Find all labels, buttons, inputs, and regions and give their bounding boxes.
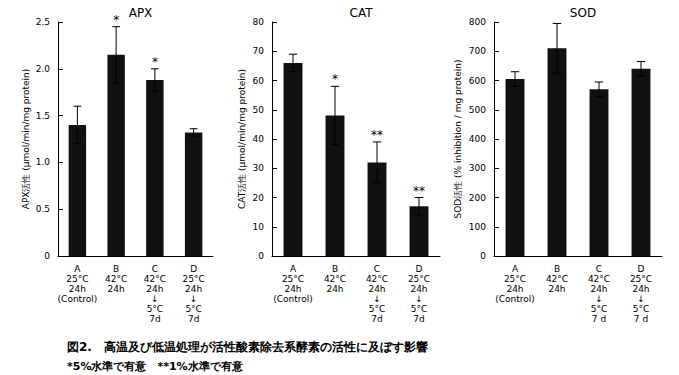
svg-text:24h: 24h [108, 284, 125, 294]
svg-text:24h: 24h [326, 284, 343, 294]
svg-text:500: 500 [469, 105, 486, 115]
svg-text:2.5: 2.5 [36, 17, 50, 27]
svg-text:CAT: CAT [350, 6, 374, 20]
svg-text:5°C: 5°C [369, 304, 386, 314]
svg-text:D: D [416, 264, 423, 274]
svg-text:D: D [190, 264, 197, 274]
svg-text:B: B [332, 264, 338, 274]
svg-text:*: * [113, 13, 119, 27]
svg-text:図2. 高温及び低温処理が活性酸素除去系酵素の活性に及ぼす影: 図2. 高温及び低温処理が活性酸素除去系酵素の活性に及ぼす影響 [67, 340, 428, 354]
svg-text:CAT活性 (μmol/min/mg protein): CAT活性 (μmol/min/mg protein) [237, 69, 247, 209]
svg-text:B: B [113, 264, 119, 274]
svg-text:24h: 24h [146, 284, 163, 294]
svg-text:*: * [332, 72, 338, 86]
svg-text:7d: 7d [188, 314, 199, 324]
svg-text:700: 700 [469, 46, 486, 56]
svg-text:5°C: 5°C [147, 304, 164, 314]
svg-text:24h: 24h [590, 284, 607, 294]
svg-text:C: C [596, 264, 602, 274]
svg-text:42°C: 42°C [324, 274, 346, 284]
svg-text:600: 600 [469, 76, 486, 86]
svg-text:0: 0 [258, 251, 264, 261]
svg-text:7 d: 7 d [634, 314, 648, 324]
svg-text:42°C: 42°C [144, 274, 166, 284]
svg-text:24h: 24h [506, 284, 523, 294]
svg-text:30: 30 [253, 163, 265, 173]
svg-text:25°C: 25°C [183, 274, 205, 284]
svg-text:2.0: 2.0 [36, 64, 51, 74]
svg-text:42°C: 42°C [105, 274, 127, 284]
svg-text:80: 80 [253, 17, 265, 27]
svg-text:(Control): (Control) [273, 294, 313, 304]
svg-text:5°C: 5°C [633, 304, 650, 314]
svg-text:APX活性 (μmol/min/mg protein): APX活性 (μmol/min/mg protein) [21, 69, 31, 210]
svg-text:100: 100 [469, 222, 486, 232]
svg-text:↓: ↓ [637, 294, 645, 304]
svg-text:A: A [74, 264, 81, 274]
svg-text:0: 0 [44, 251, 50, 261]
svg-text:(Control): (Control) [58, 294, 98, 304]
svg-text:↓: ↓ [151, 294, 159, 304]
svg-text:7d: 7d [413, 314, 424, 324]
svg-text:**: ** [413, 184, 425, 198]
svg-text:25°C: 25°C [282, 274, 304, 284]
svg-text:20: 20 [253, 193, 265, 203]
svg-text:*5%水準で有意 **1%水準で有意: *5%水準で有意 **1%水準で有意 [67, 360, 244, 373]
svg-text:↓: ↓ [190, 294, 198, 304]
svg-text:10: 10 [253, 222, 265, 232]
svg-text:1.5: 1.5 [36, 111, 50, 121]
svg-text:5°C: 5°C [411, 304, 428, 314]
svg-text:70: 70 [253, 46, 265, 56]
svg-text:400: 400 [469, 134, 486, 144]
svg-text:(Control): (Control) [495, 294, 535, 304]
svg-text:24h: 24h [410, 284, 427, 294]
svg-text:C: C [374, 264, 380, 274]
svg-text:40: 40 [253, 134, 265, 144]
svg-text:800: 800 [469, 17, 486, 27]
svg-text:5°C: 5°C [591, 304, 608, 314]
svg-text:300: 300 [469, 163, 486, 173]
svg-text:A: A [290, 264, 297, 274]
svg-text:7d: 7d [371, 314, 382, 324]
svg-text:D: D [638, 264, 645, 274]
svg-text:25°C: 25°C [408, 274, 430, 284]
svg-text:24h: 24h [185, 284, 202, 294]
svg-text:24h: 24h [548, 284, 565, 294]
svg-text:SOD活性 (% inhibition / mg prote: SOD活性 (% inhibition / mg protein) [453, 60, 463, 219]
svg-text:25°C: 25°C [66, 274, 88, 284]
svg-text:0.5: 0.5 [36, 204, 50, 214]
svg-text:42°C: 42°C [366, 274, 388, 284]
svg-text:**: ** [371, 128, 383, 142]
svg-text:42°C: 42°C [588, 274, 610, 284]
svg-text:200: 200 [469, 193, 486, 203]
svg-text:0: 0 [480, 251, 486, 261]
svg-text:↓: ↓ [415, 294, 423, 304]
svg-text:1.0: 1.0 [36, 157, 51, 167]
svg-text:25°C: 25°C [504, 274, 526, 284]
svg-text:60: 60 [253, 76, 265, 86]
svg-text:24h: 24h [368, 284, 385, 294]
svg-text:50: 50 [253, 105, 265, 115]
svg-text:7d: 7d [149, 314, 160, 324]
svg-text:↓: ↓ [373, 294, 381, 304]
svg-text:B: B [554, 264, 560, 274]
svg-text:24h: 24h [284, 284, 301, 294]
svg-text:↓: ↓ [595, 294, 603, 304]
svg-text:SOD: SOD [570, 6, 596, 20]
svg-text:42°C: 42°C [546, 274, 568, 284]
svg-text:24h: 24h [69, 284, 86, 294]
svg-text:*: * [152, 55, 158, 69]
svg-text:7 d: 7 d [592, 314, 606, 324]
svg-text:25°C: 25°C [630, 274, 652, 284]
svg-text:5°C: 5°C [185, 304, 202, 314]
svg-text:24h: 24h [632, 284, 649, 294]
svg-text:A: A [512, 264, 519, 274]
svg-text:APX: APX [129, 6, 153, 20]
svg-text:C: C [152, 264, 158, 274]
